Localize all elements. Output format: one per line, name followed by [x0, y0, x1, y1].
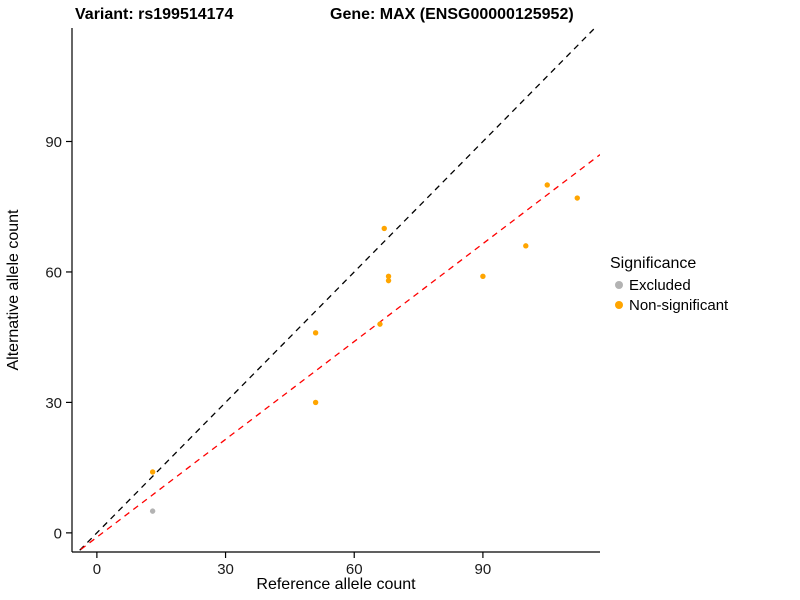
data-point-non-significant	[312, 399, 319, 406]
x-tick-label: 30	[217, 561, 234, 578]
x-axis-label: Reference allele count	[256, 576, 416, 593]
x-tick-label: 60	[346, 561, 363, 578]
y-tick-label: 60	[45, 264, 62, 281]
non-significant-dot-icon	[615, 301, 623, 309]
legend-item-non-significant: Non-significant	[615, 297, 729, 314]
variant-title: Variant: rs199514174	[75, 6, 233, 23]
reference-lines	[76, 28, 600, 552]
legend-item-excluded: Excluded	[615, 277, 691, 294]
data-point-non-significant	[574, 195, 580, 201]
data-point-non-significant	[480, 273, 486, 280]
y-tick-label: 90	[45, 134, 62, 151]
data-point-non-significant	[544, 182, 550, 188]
data-point-non-significant	[523, 243, 529, 249]
y-axis-label: Alternative allele count	[5, 209, 22, 371]
data-point-non-significant	[385, 277, 392, 284]
gene-title: Gene: MAX (ENSG00000125952)	[330, 6, 574, 23]
data-point-non-significant	[381, 225, 387, 232]
data-point-non-significant	[385, 273, 392, 280]
fit-line	[76, 154, 600, 552]
legend-item-label: Excluded	[629, 277, 691, 294]
excluded-dot-icon	[615, 281, 623, 289]
y-tick-label: 0	[54, 525, 62, 542]
data-point-non-significant	[377, 321, 383, 327]
legend-title: Significance	[610, 255, 696, 272]
y-tick-label: 30	[45, 395, 62, 412]
data-point-non-significant	[312, 330, 319, 336]
legend-item-label: Non-significant	[629, 297, 729, 314]
x-tick-label: 0	[93, 561, 101, 578]
identity-line	[77, 28, 596, 552]
x-tick-label: 90	[475, 561, 492, 578]
data-points	[149, 182, 580, 514]
data-point-non-significant	[149, 469, 156, 475]
x-axis-ticks: 0 30 60 90	[93, 552, 492, 578]
legend: Significance Excluded Non-significant	[610, 255, 729, 314]
data-point-excluded	[149, 508, 156, 514]
y-axis-ticks: 0 30 60 90	[45, 134, 72, 542]
